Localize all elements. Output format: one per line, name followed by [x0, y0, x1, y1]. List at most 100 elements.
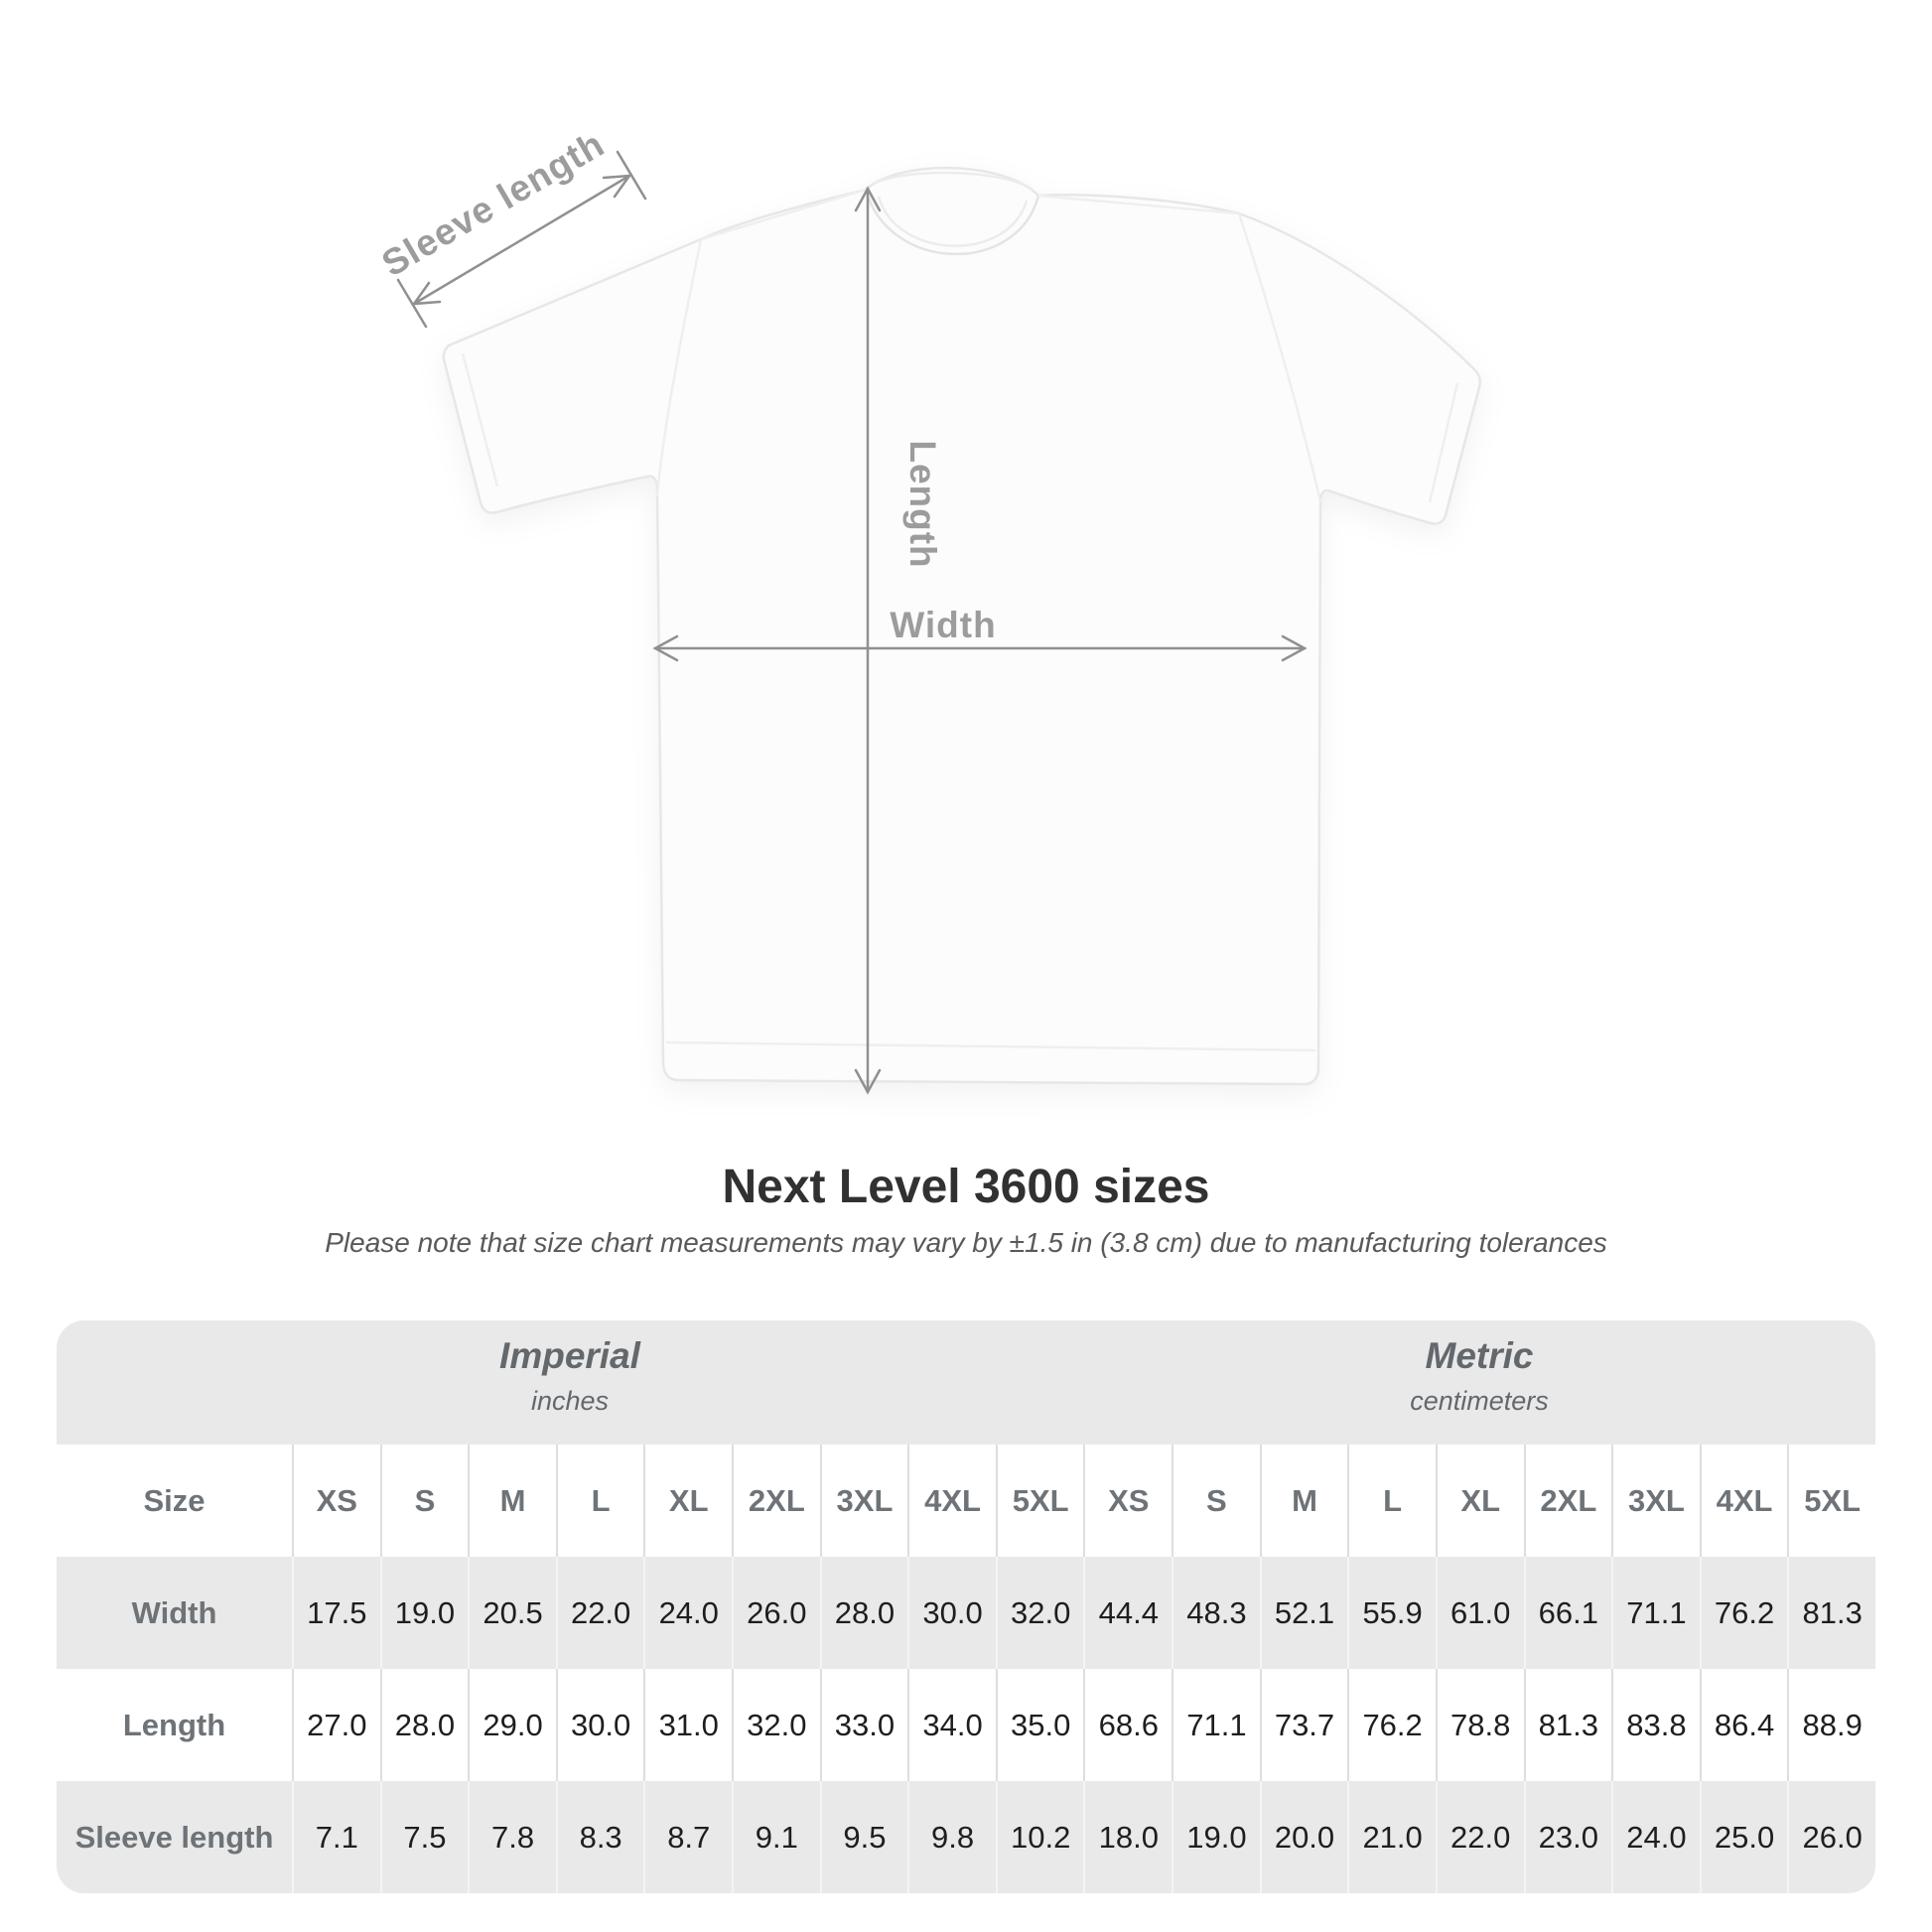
value-cell: 7.8: [468, 1781, 556, 1893]
value-cell: 17.5: [292, 1557, 380, 1669]
size-header-cell: 4XL: [1699, 1445, 1788, 1557]
value-cell: 26.0: [732, 1557, 820, 1669]
value-cell: 10.2: [995, 1781, 1084, 1893]
page-title: Next Level 3600 sizes: [722, 1161, 1210, 1213]
value-cell: 19.0: [379, 1557, 469, 1669]
value-cell: 81.3: [1523, 1669, 1612, 1781]
value-cell: 8.7: [643, 1781, 732, 1893]
value-cell: 7.5: [379, 1781, 469, 1893]
value-cell: 21.0: [1347, 1781, 1436, 1893]
value-cell: 32.0: [732, 1669, 820, 1781]
size-header-cell: 2XL: [1523, 1445, 1612, 1557]
value-cell: 24.0: [643, 1557, 732, 1669]
value-cell: 76.2: [1347, 1669, 1436, 1781]
value-cell: 25.0: [1699, 1781, 1788, 1893]
value-cell: 86.4: [1699, 1669, 1788, 1781]
value-cell: 19.0: [1172, 1781, 1260, 1893]
size-header-row: Size XS S M L XL 2XL 3XL 4XL 5XL XS S M …: [57, 1445, 1875, 1557]
value-cell: 76.2: [1699, 1557, 1788, 1669]
value-cell: 73.7: [1259, 1669, 1348, 1781]
size-header-cell: M: [468, 1445, 556, 1557]
value-cell: 28.0: [379, 1669, 469, 1781]
tolerance-note: Please note that size chart measurements…: [325, 1227, 1607, 1258]
value-cell: 24.0: [1611, 1781, 1700, 1893]
length-row: Length 27.0 28.0 29.0 30.0 31.0 32.0 33.…: [57, 1669, 1875, 1781]
size-header-cell: XS: [292, 1445, 380, 1557]
size-header-cell: S: [379, 1445, 469, 1557]
value-cell: 52.1: [1259, 1557, 1348, 1669]
row-label: Width: [131, 1594, 217, 1630]
size-header-cell: XL: [643, 1445, 732, 1557]
imperial-title: Imperial: [499, 1334, 640, 1376]
size-column-header: Size: [143, 1482, 206, 1518]
value-cell: 44.4: [1083, 1557, 1172, 1669]
value-cell: 68.6: [1083, 1669, 1172, 1781]
value-cell: 26.0: [1787, 1781, 1875, 1893]
value-cell: 20.0: [1259, 1781, 1348, 1893]
size-header-cell: XS: [1083, 1445, 1172, 1557]
value-cell: 30.0: [555, 1669, 644, 1781]
value-cell: 71.1: [1172, 1669, 1260, 1781]
row-label: Sleeve length: [74, 1819, 274, 1855]
tshirt-illustration: [442, 166, 1482, 1086]
size-header-cell: 3XL: [1611, 1445, 1700, 1557]
size-header-cell: M: [1259, 1445, 1348, 1557]
value-cell: 83.8: [1611, 1669, 1700, 1781]
tshirt-measurement-diagram: Sleeve length Length Width: [375, 123, 1482, 1095]
value-cell: 7.1: [292, 1781, 380, 1893]
metric-header: Metric centimeters: [1083, 1320, 1875, 1445]
size-chart-table: Imperial inches Metric centimeters Size …: [57, 1320, 1875, 1893]
sleeve-length-row: Sleeve length 7.1 7.5 7.8 8.3 8.7 9.1 9.…: [57, 1781, 1875, 1893]
value-cell: 28.0: [819, 1557, 908, 1669]
value-cell: 9.1: [732, 1781, 820, 1893]
value-cell: 22.0: [1435, 1781, 1524, 1893]
width-row: Width 17.5 19.0 20.5 22.0 24.0 26.0 28.0…: [57, 1557, 1875, 1669]
value-cell: 20.5: [468, 1557, 556, 1669]
width-label: Width: [890, 605, 996, 645]
size-header-cell: L: [555, 1445, 644, 1557]
size-header-cell: 5XL: [995, 1445, 1084, 1557]
row-label: Length: [122, 1707, 226, 1742]
value-cell: 66.1: [1523, 1557, 1612, 1669]
title-block: Next Level 3600 sizes Please note that s…: [0, 1164, 1932, 1257]
value-cell: 35.0: [995, 1669, 1084, 1781]
value-cell: 71.1: [1611, 1557, 1700, 1669]
value-cell: 8.3: [555, 1781, 644, 1893]
size-header-cell: 4XL: [907, 1445, 996, 1557]
unit-header-band: Imperial inches Metric centimeters: [57, 1320, 1875, 1445]
sleeve-length-arrow: [396, 150, 647, 329]
length-arrow: [854, 186, 882, 1095]
value-cell: 23.0: [1523, 1781, 1612, 1893]
seams: [461, 188, 1459, 1052]
metric-title: Metric: [1425, 1334, 1534, 1376]
value-cell: 78.8: [1435, 1669, 1524, 1781]
value-cell: 55.9: [1347, 1557, 1436, 1669]
imperial-unit: inches: [530, 1385, 610, 1416]
length-label: Length: [902, 440, 943, 568]
value-cell: 27.0: [292, 1669, 380, 1781]
metric-unit: centimeters: [1410, 1385, 1549, 1416]
imperial-header: Imperial inches: [57, 1320, 1083, 1445]
size-header-cell: 2XL: [732, 1445, 820, 1557]
value-cell: 30.0: [907, 1557, 996, 1669]
value-cell: 61.0: [1435, 1557, 1524, 1669]
value-cell: 9.5: [819, 1781, 908, 1893]
tshirt-body: [442, 166, 1482, 1086]
size-header-cell: S: [1172, 1445, 1260, 1557]
value-cell: 31.0: [643, 1669, 732, 1781]
width-arrow: [652, 634, 1308, 662]
value-cell: 81.3: [1787, 1557, 1875, 1669]
size-header-cell: 3XL: [819, 1445, 908, 1557]
size-header-cell: XL: [1435, 1445, 1524, 1557]
measurement-arrows: [396, 150, 1308, 1095]
size-header-cell: L: [1347, 1445, 1436, 1557]
size-header-cell: 5XL: [1787, 1445, 1875, 1557]
value-cell: 34.0: [907, 1669, 996, 1781]
collar: [864, 171, 1040, 256]
value-cell: 48.3: [1172, 1557, 1260, 1669]
value-cell: 18.0: [1083, 1781, 1172, 1893]
value-cell: 22.0: [555, 1557, 644, 1669]
value-cell: 33.0: [819, 1669, 908, 1781]
value-cell: 88.9: [1787, 1669, 1875, 1781]
value-cell: 29.0: [468, 1669, 556, 1781]
